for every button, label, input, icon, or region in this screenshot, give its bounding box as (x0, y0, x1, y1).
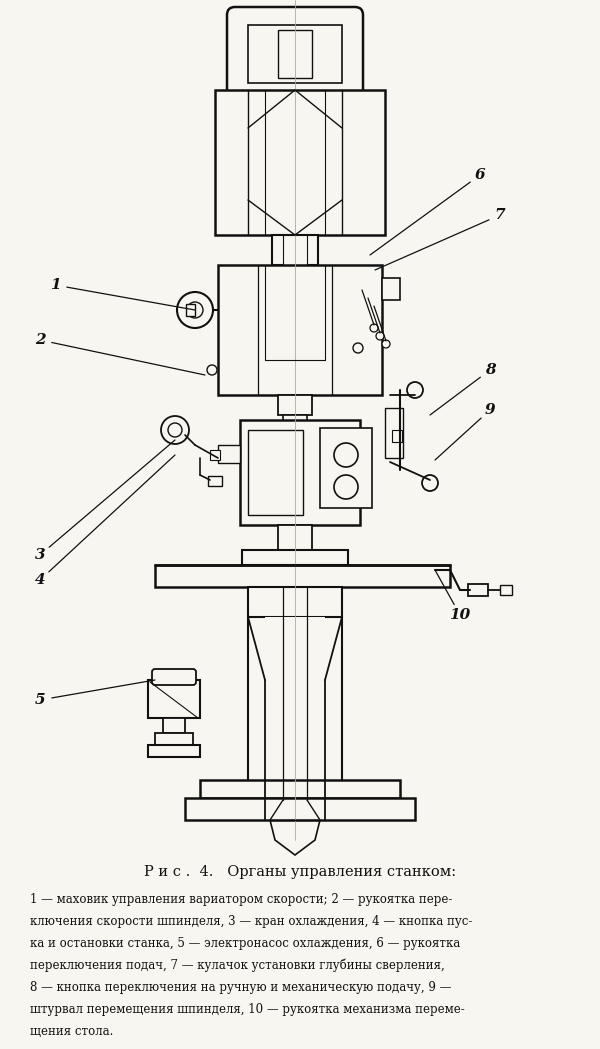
Circle shape (161, 416, 189, 444)
Circle shape (177, 292, 213, 328)
Text: ка и остановки станка, 5 — электронасос охлаждения, 6 — рукоятка: ка и остановки станка, 5 — электронасос … (30, 937, 460, 950)
Polygon shape (270, 800, 320, 855)
Bar (185, 798, 415, 820)
Text: Р и с .  4.   Органы управления станком:: Р и с . 4. Органы управления станком: (144, 865, 456, 879)
Text: 8 — кнопка переключения на ручную и механическую подачу, 9 —: 8 — кнопка переключения на ручную и меха… (30, 981, 451, 994)
FancyBboxPatch shape (152, 669, 196, 685)
Bar (392, 430, 402, 442)
Text: 10: 10 (449, 608, 470, 622)
Circle shape (353, 343, 363, 354)
Circle shape (382, 340, 390, 348)
Bar (278, 524, 312, 550)
Bar (186, 304, 195, 316)
Circle shape (422, 475, 438, 491)
Bar (272, 235, 318, 265)
Text: 3: 3 (35, 548, 46, 562)
Text: 4: 4 (35, 573, 46, 587)
Bar (155, 733, 193, 745)
Bar (283, 235, 307, 265)
Bar (242, 550, 348, 565)
Text: штурвал перемещения шпинделя, 10 — рукоятка механизма переме-: штурвал перемещения шпинделя, 10 — рукоя… (30, 1003, 465, 1016)
Bar (248, 25, 342, 83)
Circle shape (334, 475, 358, 499)
Bar (468, 584, 488, 596)
Text: 2: 2 (35, 333, 46, 347)
Bar (148, 745, 200, 757)
Text: 9: 9 (485, 403, 496, 418)
Bar (148, 680, 200, 718)
Bar (200, 780, 400, 798)
Bar (218, 445, 240, 463)
Circle shape (207, 365, 217, 374)
Text: переключения подач, 7 — кулачок установки глубины сверления,: переключения подач, 7 — кулачок установк… (30, 959, 445, 972)
Circle shape (407, 382, 423, 398)
Bar (283, 415, 307, 445)
Bar (163, 718, 185, 733)
Text: щения стола.: щения стола. (30, 1025, 113, 1039)
Bar (385, 408, 403, 458)
Bar (218, 265, 382, 395)
Bar (320, 428, 372, 508)
Bar (278, 30, 312, 78)
Text: 5: 5 (35, 693, 46, 707)
Circle shape (334, 443, 358, 467)
Circle shape (376, 331, 384, 340)
Text: 6: 6 (475, 168, 485, 181)
Bar (210, 450, 220, 461)
Text: 1 — маховик управления вариатором скорости; 2 — рукоятка пере-: 1 — маховик управления вариатором скорос… (30, 893, 452, 906)
Bar (278, 395, 312, 415)
Text: 7: 7 (494, 208, 505, 222)
Circle shape (168, 423, 182, 437)
Bar (382, 278, 400, 300)
Text: ключения скорости шпинделя, 3 — кран охлаждения, 4 — кнопка пус-: ключения скорости шпинделя, 3 — кран охл… (30, 915, 472, 928)
Polygon shape (248, 617, 342, 720)
Text: 1: 1 (50, 278, 61, 292)
Bar (155, 565, 450, 587)
Bar (248, 587, 342, 617)
Bar (215, 90, 385, 235)
Bar (248, 430, 303, 515)
Circle shape (187, 302, 203, 318)
FancyBboxPatch shape (227, 7, 363, 98)
Circle shape (370, 324, 378, 331)
Text: 8: 8 (485, 363, 496, 377)
Bar (500, 585, 512, 595)
Bar (208, 476, 222, 486)
Bar (240, 420, 360, 524)
